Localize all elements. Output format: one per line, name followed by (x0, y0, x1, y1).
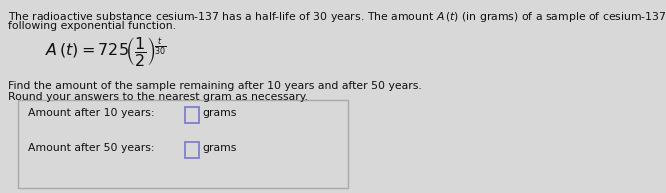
Bar (185, 142, 199, 158)
Text: The radioactive substance cesium-137 has a half-life of 30 years. The amount $A\: The radioactive substance cesium-137 has… (8, 10, 666, 24)
Text: Round your answers to the nearest gram as necessary.: Round your answers to the nearest gram a… (8, 92, 308, 102)
Bar (185, 107, 199, 123)
Text: $A\,(t) = 725\!\left(\dfrac{1}{2}\right)^{\!\frac{t}{30}}$: $A\,(t) = 725\!\left(\dfrac{1}{2}\right)… (45, 35, 166, 68)
Text: grams: grams (202, 143, 236, 153)
Text: Amount after 50 years:: Amount after 50 years: (28, 143, 155, 153)
Text: following exponential function.: following exponential function. (8, 21, 176, 31)
Bar (18, 100, 348, 188)
Text: Find the amount of the sample remaining after 10 years and after 50 years.: Find the amount of the sample remaining … (8, 81, 422, 91)
Text: grams: grams (202, 108, 236, 118)
Text: Amount after 10 years:: Amount after 10 years: (28, 108, 155, 118)
